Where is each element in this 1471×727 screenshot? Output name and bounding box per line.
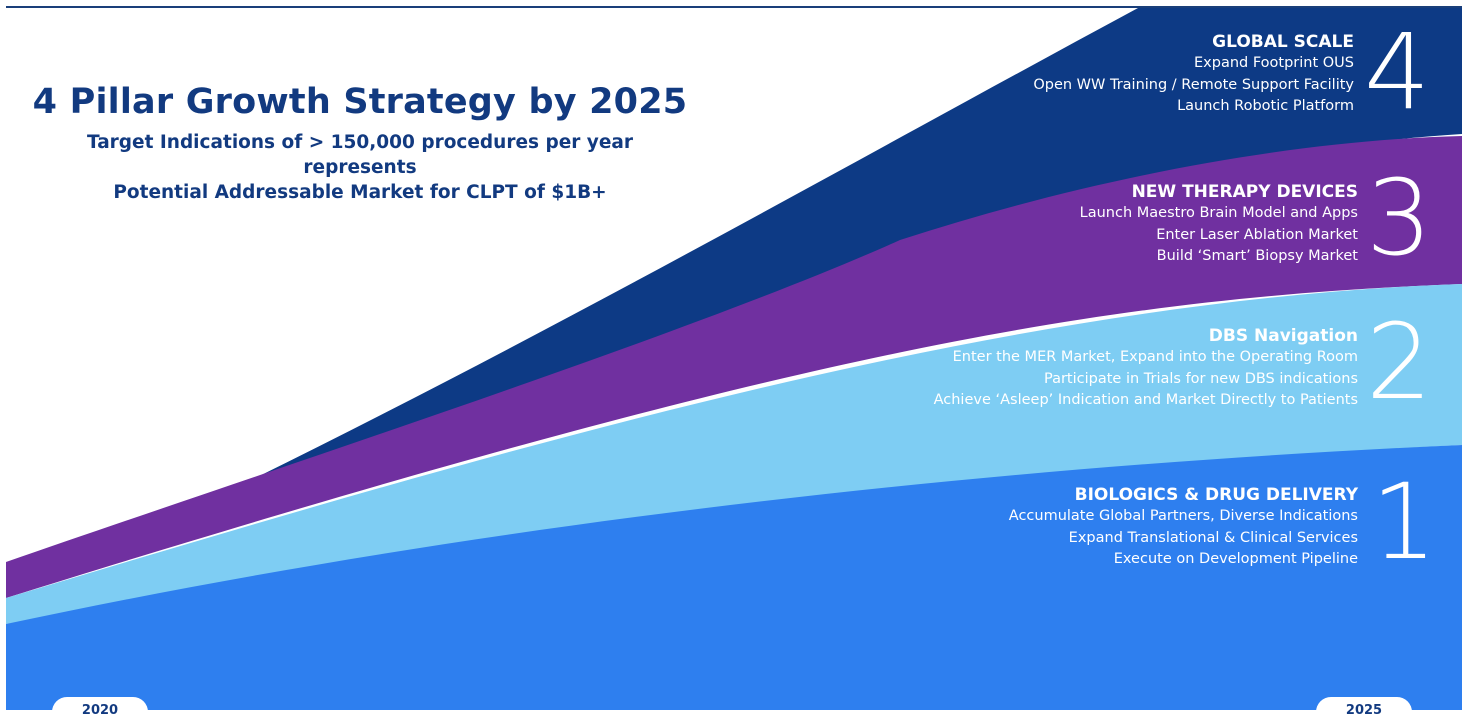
subtitle-line: Potential Addressable Market for CLPT of… — [113, 182, 607, 203]
pillar-line: Build ‘Smart’ Biopsy Market — [1156, 248, 1358, 264]
subtitle-line: Target Indications of > 150,000 procedur… — [86, 132, 634, 178]
pillar-line: Enter the MER Market, Expand into the Op… — [952, 349, 1358, 365]
top-rule — [6, 6, 1462, 8]
pillar-number: 4 — [1364, 11, 1431, 133]
pillar-heading: BIOLOGICS & DRUG DELIVERY — [1074, 485, 1358, 505]
pillar-line: Launch Robotic Platform — [1177, 98, 1354, 114]
pillar-heading: GLOBAL SCALE — [1212, 32, 1354, 52]
pillar-line: Achieve ‘Asleep’ Indication and Market D… — [933, 392, 1358, 408]
pillar-biologics: BIOLOGICS & DRUG DELIVERY Accumulate Glo… — [1009, 484, 1358, 571]
pillar-line: Open WW Training / Remote Support Facili… — [1033, 76, 1354, 93]
timeline-end-label: 2025 — [1316, 697, 1412, 727]
pillar-line: Participate in Trials for new DBS indica… — [1043, 370, 1358, 387]
pillar-heading: DBS Navigation — [1208, 326, 1358, 346]
pillar-number: 1 — [1371, 461, 1438, 583]
title-block: 4 Pillar Growth Strategy by 2025 Target … — [30, 82, 690, 205]
band-new-therapy — [6, 136, 1462, 598]
page-title: 4 Pillar Growth Strategy by 2025 — [32, 82, 688, 122]
pillar-number: 2 — [1366, 301, 1433, 423]
pillar-line: Expand Translational & Clinical Services — [1068, 529, 1358, 546]
pillar-number: 3 — [1366, 157, 1433, 279]
pillar-heading: NEW THERAPY DEVICES — [1131, 182, 1358, 202]
pillar-line: Accumulate Global Partners, Diverse Indi… — [1008, 508, 1358, 524]
pillar-new-therapy: NEW THERAPY DEVICES Launch Maestro Brain… — [1080, 181, 1358, 268]
band-biologics — [6, 445, 1462, 710]
pillar-global-scale: GLOBAL SCALE Expand Footprint OUS Open W… — [1033, 31, 1354, 118]
pillar-line: Expand Footprint OUS — [1194, 55, 1354, 71]
timeline-start-label: 2020 — [52, 697, 148, 727]
pillar-line: Execute on Development Pipeline — [1113, 551, 1358, 567]
pillar-dbs-navigation: DBS Navigation Enter the MER Market, Exp… — [934, 325, 1358, 412]
pillar-line: Launch Maestro Brain Model and Apps — [1079, 205, 1358, 221]
pillar-line: Enter Laser Ablation Market — [1156, 226, 1358, 243]
subtitle: Target Indications of > 150,000 procedur… — [30, 130, 690, 205]
band-dbs-navigation — [6, 284, 1462, 624]
